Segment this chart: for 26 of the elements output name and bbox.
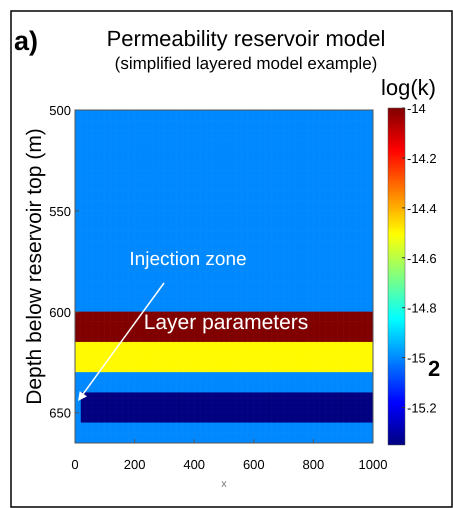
y-tick-label: 550	[49, 204, 71, 219]
chart-title: Permeability reservoir model	[106, 26, 386, 51]
color-bar-label: -14.8	[407, 300, 437, 316]
x-tick-label: 1000	[358, 457, 388, 472]
y-axis-title: Depth below reservoir top (m)	[23, 128, 46, 405]
color-bar-label: -15	[407, 350, 426, 366]
x-tick-label: 0	[71, 457, 79, 472]
x-tick-label: 600	[242, 457, 265, 472]
text: 2	[428, 356, 440, 381]
y-tick-label: 500	[49, 103, 71, 118]
color-bar-label: -14.2	[407, 150, 437, 166]
y-tick-label: 600	[49, 304, 71, 320]
annotation: Layer parameters	[144, 311, 308, 334]
color-bar-label: -14	[407, 101, 426, 116]
color-bar-label: -14.6	[407, 250, 437, 266]
x-tick-label: 400	[183, 457, 206, 472]
text: a)	[14, 26, 38, 56]
annotation: Injection zone	[129, 249, 247, 270]
y-tick-label: 650	[49, 406, 71, 421]
color-bar-title: log(k)	[380, 75, 436, 100]
color-bar-label: -15.2	[407, 400, 437, 416]
color-bar-label: -14.4	[407, 200, 437, 216]
x-axis-title: x	[221, 478, 228, 490]
x-tick-label: 800	[302, 457, 324, 472]
chart-subtitle: (simplified layered model example)	[114, 54, 378, 73]
x-tick-label: 200	[124, 457, 146, 472]
